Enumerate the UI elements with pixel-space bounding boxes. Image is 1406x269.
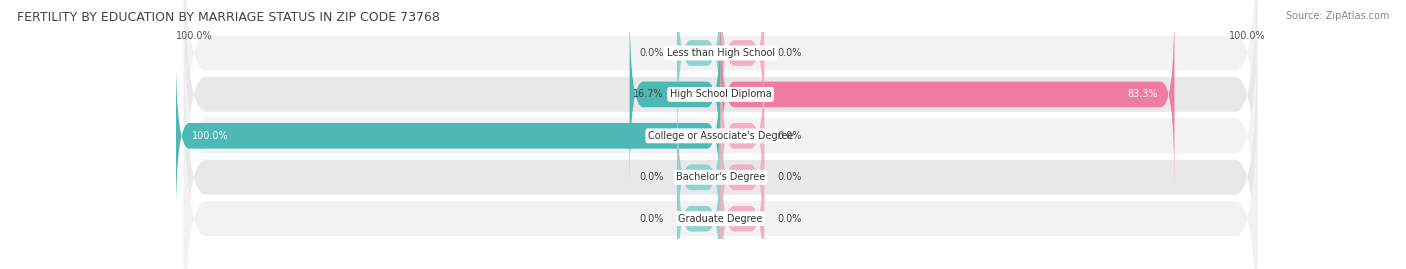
- Text: 0.0%: 0.0%: [778, 131, 803, 141]
- FancyBboxPatch shape: [184, 29, 1257, 269]
- Text: 0.0%: 0.0%: [778, 214, 803, 224]
- FancyBboxPatch shape: [678, 87, 721, 268]
- FancyBboxPatch shape: [678, 0, 721, 144]
- Text: 100.0%: 100.0%: [193, 131, 229, 141]
- FancyBboxPatch shape: [721, 4, 1174, 185]
- FancyBboxPatch shape: [184, 0, 1257, 243]
- Text: 16.7%: 16.7%: [633, 89, 664, 100]
- Text: 100.0%: 100.0%: [1229, 31, 1265, 41]
- FancyBboxPatch shape: [184, 0, 1257, 201]
- FancyBboxPatch shape: [678, 128, 721, 269]
- Text: Graduate Degree: Graduate Degree: [678, 214, 763, 224]
- FancyBboxPatch shape: [721, 128, 765, 269]
- Text: 0.0%: 0.0%: [778, 48, 803, 58]
- Text: 100.0%: 100.0%: [176, 31, 212, 41]
- Text: 0.0%: 0.0%: [638, 48, 664, 58]
- FancyBboxPatch shape: [176, 45, 721, 226]
- Text: Source: ZipAtlas.com: Source: ZipAtlas.com: [1285, 11, 1389, 21]
- Text: 83.3%: 83.3%: [1128, 89, 1159, 100]
- FancyBboxPatch shape: [630, 4, 721, 185]
- FancyBboxPatch shape: [721, 87, 765, 268]
- FancyBboxPatch shape: [184, 0, 1257, 269]
- Text: FERTILITY BY EDUCATION BY MARRIAGE STATUS IN ZIP CODE 73768: FERTILITY BY EDUCATION BY MARRIAGE STATU…: [17, 11, 440, 24]
- Text: College or Associate's Degree: College or Associate's Degree: [648, 131, 793, 141]
- FancyBboxPatch shape: [721, 0, 765, 144]
- Text: Bachelor's Degree: Bachelor's Degree: [676, 172, 765, 182]
- Text: High School Diploma: High School Diploma: [669, 89, 772, 100]
- Text: 0.0%: 0.0%: [638, 172, 664, 182]
- FancyBboxPatch shape: [184, 70, 1257, 269]
- Text: 0.0%: 0.0%: [778, 172, 803, 182]
- Text: Less than High School: Less than High School: [666, 48, 775, 58]
- Text: 0.0%: 0.0%: [638, 214, 664, 224]
- FancyBboxPatch shape: [721, 45, 765, 226]
